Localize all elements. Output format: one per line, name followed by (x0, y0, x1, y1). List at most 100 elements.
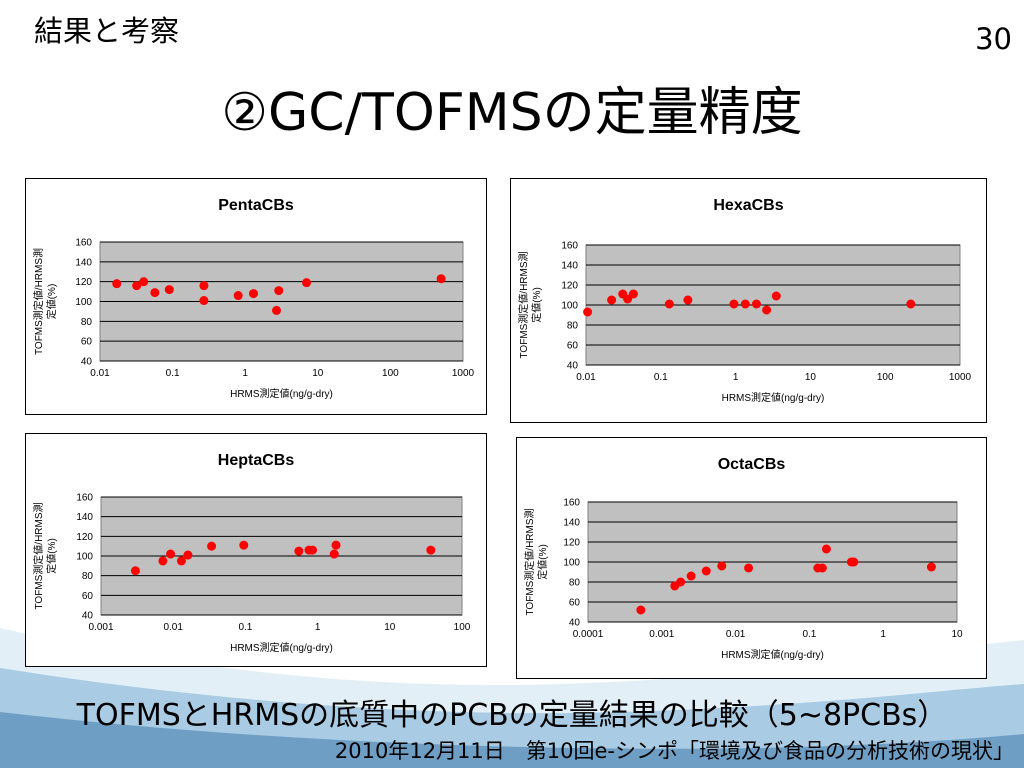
y-axis-label: 定値(%) (530, 287, 543, 323)
chart-title: HeptaCBs (218, 452, 295, 469)
x-tick-label: 0.1 (238, 622, 252, 633)
section-label: 結果と考察 (34, 14, 180, 48)
data-point (849, 557, 859, 567)
chart-panel-hexacbs: HexaCBs 40 60 80 100 120 140 160 0.01 0.1 1 10 100 10… (510, 178, 987, 423)
y-axis-label: 定値(%) (536, 544, 549, 580)
x-tick-label: 10 (384, 622, 396, 633)
data-point (132, 281, 142, 291)
x-tick-label: 100 (454, 622, 471, 633)
y-tick-label: 120 (563, 538, 580, 549)
data-point (628, 289, 638, 299)
y-tick-label: 40 (82, 611, 94, 622)
page-number: 30 (975, 22, 1012, 56)
y-tick-label: 140 (563, 518, 580, 529)
x-tick-label: 10 (312, 368, 324, 379)
y-axis-label: 定値(%) (45, 538, 58, 574)
data-point (130, 566, 140, 576)
x-axis-label: HRMS測定値(ng/g-dry) (722, 391, 825, 404)
data-point (308, 545, 318, 555)
y-tick-label: 80 (567, 321, 579, 332)
y-tick-label: 100 (561, 301, 578, 312)
x-tick-label: 0.1 (654, 372, 668, 383)
data-point (751, 299, 761, 309)
y-tick-label: 100 (563, 558, 580, 569)
data-point (926, 562, 936, 572)
x-tick-label: 1 (242, 368, 248, 379)
chart-pentacbs: PentaCBs 40 60 80 100 120 140 160 0.01 0.1 1 10 100 1… (32, 197, 475, 400)
data-point (199, 281, 209, 291)
x-tick-label: 0.1 (802, 629, 816, 640)
y-tick-label: 160 (563, 498, 580, 509)
data-point (158, 556, 168, 566)
slide-caption: TOFMSとHRMSの底質中のPCBの定量結果の比較（5~8PCBs） (76, 698, 948, 733)
x-tick-label: 0.001 (649, 629, 674, 640)
footer-text: 2010年12月11日 第10回e-シンポ「環境及び食品の分析技術の現状」 (334, 739, 1014, 763)
x-tick-label: 10 (951, 629, 963, 640)
chart-panel-octacbs: OctaCBs 40 60 80 100 120 140 160 0.0001 0.001 0.01… (516, 437, 987, 679)
data-point (740, 299, 750, 309)
data-point (607, 295, 617, 305)
data-point (436, 274, 446, 284)
data-point (176, 556, 186, 566)
x-tick-label: 0.001 (88, 622, 113, 633)
data-point (166, 549, 176, 559)
chart-panel-heptacbs: HeptaCBs 40 60 80 100 120 140 160 0.001 0.01 0.1 1 1… (25, 433, 487, 667)
data-point (248, 289, 258, 299)
y-axis-label: TOFMS測定値/HRMS測 (523, 508, 536, 615)
data-point (762, 305, 772, 315)
data-point (207, 541, 217, 551)
data-point (636, 605, 646, 615)
x-tick-label: 1 (315, 622, 321, 633)
y-tick-label: 80 (81, 317, 93, 328)
data-point (239, 540, 249, 550)
data-point (821, 544, 831, 554)
chart-panel-pentacbs: PentaCBs 40 60 80 100 120 140 160 0.01 0.1 1 10 100 1… (25, 178, 487, 415)
y-axis-label: TOFMS測定値/HRMS測 (32, 248, 45, 355)
x-tick-label: 1000 (452, 368, 475, 379)
data-point (329, 549, 339, 559)
y-tick-label: 160 (76, 493, 93, 504)
x-tick-label: 100 (382, 368, 399, 379)
x-axis-label: HRMS測定値(ng/g-dry) (230, 387, 333, 400)
data-point (233, 291, 243, 301)
x-tick-label: 0.01 (163, 622, 183, 633)
data-point (294, 546, 304, 556)
y-tick-label: 140 (561, 261, 578, 272)
y-tick-label: 60 (81, 337, 93, 348)
y-tick-label: 120 (76, 532, 93, 543)
y-tick-label: 60 (569, 598, 581, 609)
x-tick-label: 0.0001 (573, 629, 604, 640)
chart-title: OctaCBs (718, 456, 786, 473)
data-point (771, 291, 781, 301)
y-tick-label: 100 (76, 552, 93, 563)
data-point (664, 299, 674, 309)
data-point (183, 550, 193, 560)
chart-heptacbs: HeptaCBs 40 60 80 100 120 140 160 0.001 0.01 0.1 1 1… (32, 452, 471, 654)
data-point (164, 285, 174, 295)
y-axis-label: TOFMS測定値/HRMS測 (517, 251, 530, 358)
data-point (331, 540, 341, 550)
data-point (272, 305, 282, 315)
page-title: ②GC/TOFMSの定量精度 (221, 83, 803, 143)
y-tick-label: 120 (561, 281, 578, 292)
data-point (817, 563, 827, 573)
y-tick-label: 40 (569, 618, 581, 629)
y-tick-label: 120 (75, 277, 92, 288)
y-tick-label: 80 (82, 571, 94, 582)
x-tick-label: 0.01 (576, 372, 596, 383)
data-point (683, 295, 693, 305)
x-tick-label: 1000 (949, 372, 972, 383)
data-point (701, 566, 711, 576)
x-axis-label: HRMS測定値(ng/g-dry) (230, 641, 333, 654)
data-point (302, 278, 312, 288)
chart-title: PentaCBs (218, 197, 294, 214)
x-tick-label: 10 (805, 372, 817, 383)
data-point (744, 563, 754, 573)
y-tick-label: 40 (81, 357, 93, 368)
y-tick-label: 140 (75, 257, 92, 268)
data-point (426, 545, 436, 555)
x-tick-label: 0.1 (166, 368, 180, 379)
chart-title: HexaCBs (713, 197, 783, 214)
data-point (717, 561, 727, 571)
